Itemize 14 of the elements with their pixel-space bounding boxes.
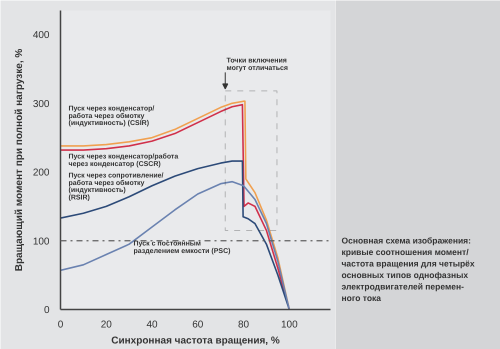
y-tick-label: 300 (32, 98, 50, 110)
x-axis-title: Синхронная частота вращения, % (111, 336, 280, 346)
text: Основная схема изображения: кривые соотношения момент/ частота вращения для четырёх основных типов однофазных электродвигателей перемен- ного тока (342, 236, 475, 303)
y-tick-label: 400 (32, 30, 50, 42)
y-tick-label: 0 (44, 305, 50, 316)
y-axis-title: Вращающий момент при полной нагрузке, % (14, 48, 25, 272)
x-tick-label: 80 (238, 320, 250, 330)
x-tick-label: 100 (280, 320, 298, 330)
x-tick-label: 60 (192, 320, 204, 330)
y-tick-label: 200 (32, 168, 50, 179)
y-tick-label: 100 (32, 236, 50, 248)
x-tick-label: 40 (146, 320, 158, 330)
x-tick-label: 20 (100, 320, 112, 330)
x-tick-label: 0 (58, 320, 64, 330)
